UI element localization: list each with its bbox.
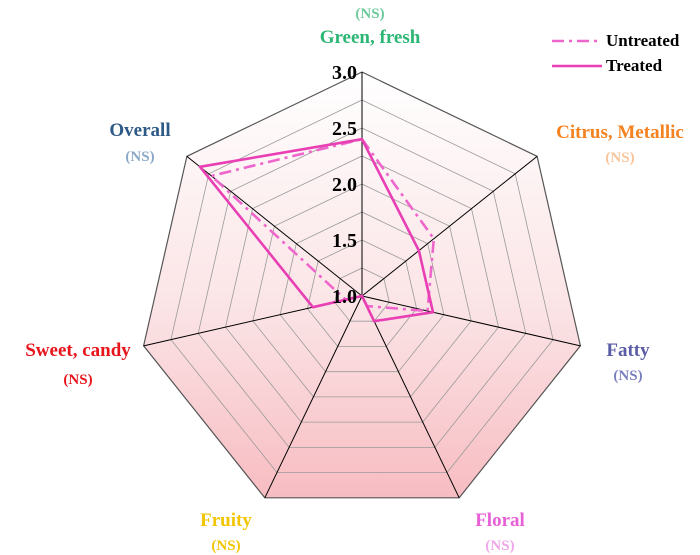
category-label: Fruity [200,510,252,531]
radar-spoke [264,295,363,499]
radar-spoke [361,295,581,347]
category-label: Citrus, Metallic [556,122,684,143]
radar-spoke [361,295,460,499]
category-label: Floral [475,510,525,531]
significance-label: (NS) [613,368,642,384]
significance-label: (NS) [485,538,514,554]
radar-grid-ring [170,99,554,474]
radar-grid-ring [334,267,390,322]
series-line-treated [198,137,435,323]
radar-grid-ring [306,239,418,347]
significance-label: (NS) [355,6,384,22]
significance-label: (NS) [605,150,634,166]
category-label: Sweet, candy [25,340,131,361]
radar-spoke [361,155,538,297]
category-label: Green, fresh [320,27,421,48]
category-label: Overall [109,120,170,141]
radar-grid-ring [197,127,527,448]
radial-tick-label: 2.0 [332,174,357,196]
radar-grid-ring [279,211,445,373]
significance-label: (NS) [211,538,240,554]
radial-tick-label: 2.5 [332,118,357,140]
radar-outer-ring [142,71,582,499]
legend-label-treated: Treated [606,56,663,75]
radial-tick-label: 3.0 [332,62,357,84]
category-label: Fatty [606,340,650,361]
significance-label: (NS) [125,149,154,165]
legend-label-untreated: Untreated [606,31,680,50]
significance-label: (NS) [63,372,92,388]
radar-grid-ring [252,183,472,398]
radial-tick-label: 1.5 [332,230,357,252]
radial-tick-label: 1.0 [332,286,357,308]
